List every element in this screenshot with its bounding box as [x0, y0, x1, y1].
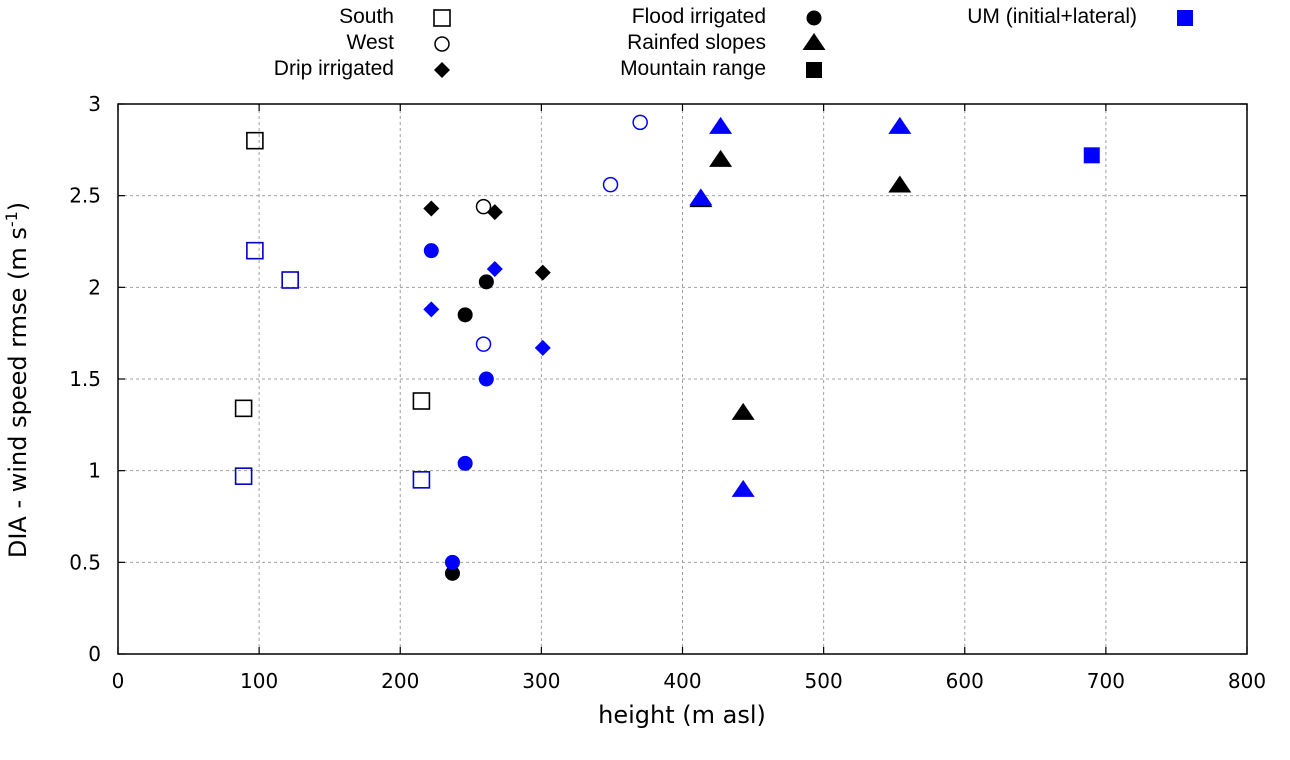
data-point [486, 261, 503, 277]
data-point [478, 274, 494, 290]
y-tick-label: 1 [88, 459, 101, 483]
x-tick-label: 400 [663, 669, 701, 693]
data-point [281, 271, 299, 289]
data-point [457, 455, 473, 471]
data-point [632, 114, 648, 131]
data-point [709, 116, 733, 134]
x-tick-label: 0 [112, 669, 125, 693]
y-tick-label: 1.5 [69, 367, 101, 391]
legend-item: West [347, 31, 450, 54]
legend-marker-open-circle [434, 36, 450, 52]
series-rainfed-slopes-blue [689, 116, 912, 497]
series-south [234, 131, 431, 418]
data-point [602, 176, 619, 193]
data-point [709, 149, 733, 167]
legend-marker-filled-circle [806, 10, 822, 26]
legend-label: Flood irrigated [632, 5, 766, 28]
data-point [457, 307, 473, 323]
series-drip-irrigated-blue [423, 261, 551, 356]
series-drip-irrigated [423, 200, 551, 281]
y-tick-label: 2 [88, 275, 101, 299]
legend-item: Rainfed slopes [627, 31, 826, 54]
legend-marker-filled-square [1177, 10, 1193, 26]
legend-item: UM (initial+lateral) [967, 5, 1193, 28]
legend-item: Mountain range [620, 57, 822, 80]
data-point [234, 399, 253, 418]
series-flood-irrigated [444, 274, 494, 581]
data-point [534, 339, 551, 356]
data-point [246, 241, 264, 260]
data-point [486, 204, 503, 221]
data-point [888, 175, 912, 193]
axis-ticks [117, 103, 1248, 655]
series-west [475, 198, 492, 215]
x-tick-label: 200 [381, 669, 419, 693]
series-um-initial-lateral [1083, 147, 1100, 164]
legend-label: UM (initial+lateral) [967, 5, 1137, 28]
y-tick-label: 3 [88, 92, 101, 116]
legend-marker-filled-triangle [802, 33, 826, 50]
legend-item: Flood irrigated [632, 5, 822, 28]
data-point [444, 565, 460, 581]
data-point [412, 471, 431, 489]
y-tick-label: 2.5 [69, 184, 101, 208]
y-axis-title: DIA - wind speed rmse (m s-1) [2, 202, 32, 558]
data-point [478, 371, 494, 387]
legend-marker-filled-square [806, 62, 822, 78]
x-tick-label: 300 [522, 669, 560, 693]
legend-marker-open-square [433, 9, 451, 27]
data-point [731, 479, 755, 497]
legend-label: Rainfed slopes [627, 31, 766, 54]
series-rainfed-slopes [689, 149, 912, 420]
series-flood-irrigated-blue [423, 243, 494, 570]
data-point [534, 264, 551, 281]
data-point [475, 198, 492, 215]
x-tick-label: 700 [1087, 669, 1125, 693]
legend: South West Drip irrigated Flood irrigated Ra… [274, 5, 1193, 80]
x-tick-label: 800 [1228, 669, 1266, 693]
x-tick-label: 600 [946, 669, 984, 693]
data-point [246, 131, 264, 150]
data-point [731, 402, 755, 420]
data-point [689, 188, 713, 206]
y-tick-label: 0.5 [69, 550, 101, 574]
grid [118, 104, 1247, 654]
legend-label: Mountain range [620, 57, 766, 80]
data-point [888, 116, 912, 134]
legend-item: Drip irrigated [274, 57, 450, 80]
x-tick-labels: 0 100 200 300 400 500 600 700 800 [112, 669, 1266, 693]
data-point [423, 301, 440, 318]
legend-label: Drip irrigated [274, 57, 394, 80]
x-tick-label: 500 [805, 669, 843, 693]
y-tick-labels: 0 0.5 1 1.5 2 2.5 3 [69, 92, 101, 666]
data-point [444, 554, 460, 570]
data-point [423, 200, 440, 217]
legend-label: West [347, 31, 395, 54]
data-points [234, 114, 1100, 581]
y-tick-label: 0 [88, 642, 101, 666]
data-point [234, 467, 253, 485]
data-point [1083, 147, 1100, 164]
series-south-blue [234, 241, 431, 489]
legend-marker-filled-diamond [434, 62, 450, 78]
series-west-blue [475, 114, 648, 352]
legend-item: South [339, 5, 451, 28]
x-axis-title: height (m asl) [598, 701, 766, 729]
data-point [412, 392, 431, 410]
x-tick-label: 100 [240, 669, 278, 693]
data-point [423, 243, 439, 259]
legend-label: South [339, 5, 394, 28]
data-point [475, 336, 492, 352]
